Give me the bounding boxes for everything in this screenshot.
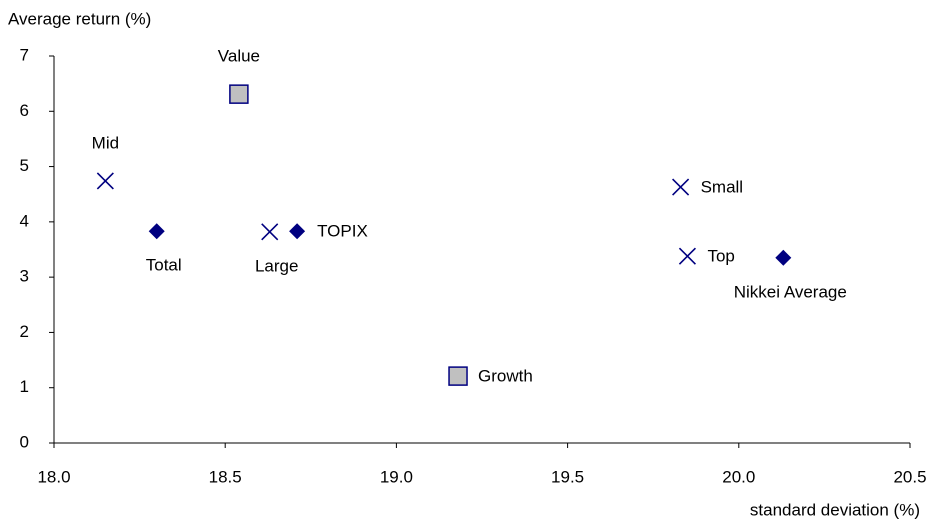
point-label: Value <box>218 47 260 66</box>
point-label: Small <box>701 178 744 197</box>
y-tick-label: 1 <box>20 377 29 396</box>
point-label: Growth <box>478 367 533 386</box>
point-label: Large <box>255 256 298 275</box>
point-label: Mid <box>92 133 119 152</box>
x-axis-title: standard deviation (%) <box>750 500 920 519</box>
x-tick-label: 18.0 <box>37 467 70 486</box>
cross-marker <box>678 247 697 265</box>
diamond-marker <box>148 223 165 240</box>
x-tick-label: 19.0 <box>380 467 413 486</box>
y-tick-label: 7 <box>20 45 29 64</box>
point-label: Nikkei Average <box>734 282 847 301</box>
y-tick-label: 2 <box>20 322 29 341</box>
cross-marker <box>261 223 279 241</box>
point-label: Top <box>707 247 734 266</box>
y-tick-label: 4 <box>20 211 29 230</box>
x-tick-label: 20.5 <box>893 467 926 486</box>
y-tick-label: 6 <box>20 101 29 120</box>
diamond-marker <box>775 249 792 266</box>
y-tick-label: 5 <box>20 156 29 175</box>
x-tick-label: 18.5 <box>209 467 242 486</box>
point-label: TOPIX <box>317 222 368 241</box>
cross-marker <box>672 178 690 196</box>
point-label: Total <box>146 256 182 275</box>
x-tick-label: 19.5 <box>551 467 584 486</box>
square-marker <box>448 366 468 386</box>
square-marker <box>229 84 249 104</box>
y-tick-label: 3 <box>20 267 29 286</box>
diamond-marker <box>289 223 306 240</box>
y-axis-title: Average return (%) <box>8 9 151 28</box>
x-tick-label: 20.0 <box>722 467 755 486</box>
cross-marker <box>96 172 114 190</box>
y-tick-label: 0 <box>20 432 29 451</box>
